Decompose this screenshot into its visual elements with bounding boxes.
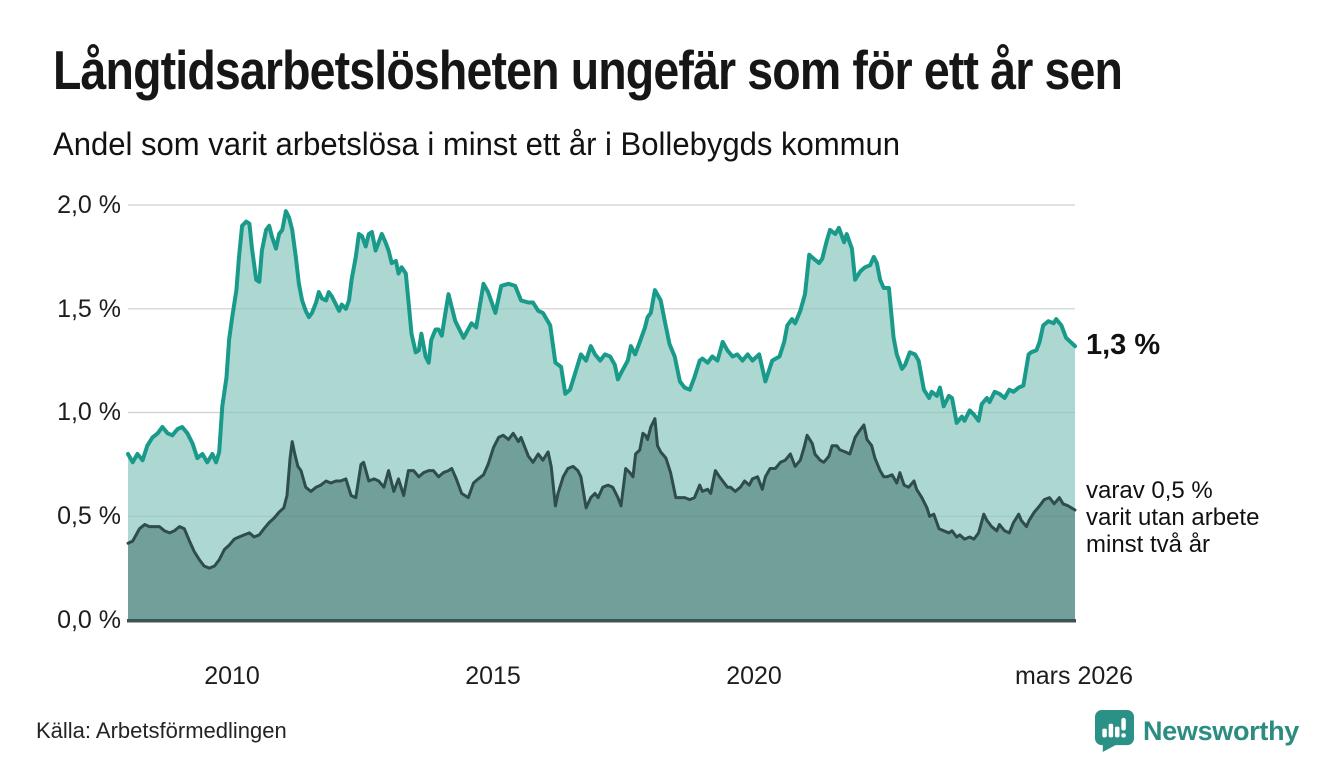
latest-value-label: 1,3 % <box>1086 329 1161 362</box>
x-tick-2010: 2010 <box>204 662 260 690</box>
y-tick-1-5: 1,5 % <box>57 295 121 323</box>
x-tick-mars-2026: mars 2026 <box>1014 662 1134 690</box>
page-title: Långtidsarbetslösheten ungefär som för e… <box>53 39 1123 101</box>
line-minst-tva-ar <box>126 417 1077 570</box>
x-tick-2020: 2020 <box>726 662 782 690</box>
y-tick-0-5: 0,5 % <box>57 502 121 530</box>
newsworthy-chart-bubble-icon <box>1094 710 1134 752</box>
y-tick-1-0: 1,0 % <box>57 398 121 426</box>
source-note: Källa: Arbetsförmedlingen <box>36 718 287 743</box>
newsworthy-logo: Newsworthy <box>1094 710 1299 753</box>
page-subtitle: Andel som varit arbetslösa i minst ett å… <box>53 126 901 162</box>
newsworthy-wordmark: Newsworthy <box>1142 716 1299 746</box>
line-minst-ett-ar <box>126 209 1077 465</box>
secondary-series-label: varav 0,5 % varit utan arbete minst två … <box>1086 477 1260 559</box>
y-tick-2-0: 2,0 % <box>57 191 121 219</box>
gridlines-overlay <box>128 204 1075 517</box>
y-tick-0-0: 0,0 % <box>57 606 121 634</box>
x-tick-2015: 2015 <box>465 662 521 690</box>
